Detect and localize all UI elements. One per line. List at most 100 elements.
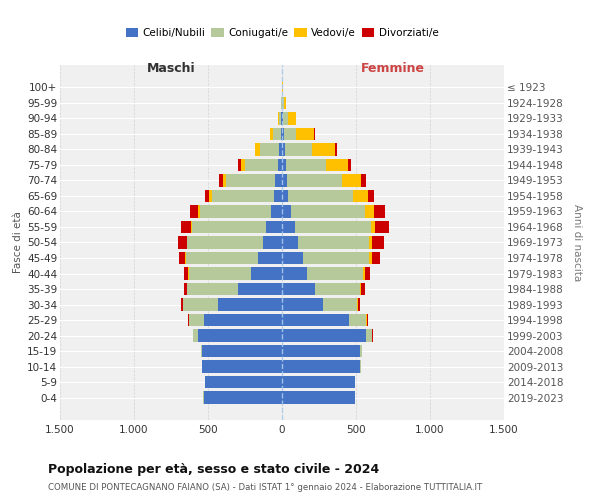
Bar	[353, 190, 368, 202]
Bar	[284, 128, 296, 140]
Bar	[361, 174, 365, 187]
Bar	[370, 236, 372, 249]
Bar	[202, 344, 282, 358]
Bar	[371, 252, 380, 264]
Bar	[367, 314, 368, 326]
Bar	[365, 205, 374, 218]
Bar	[202, 360, 282, 373]
Bar	[282, 158, 286, 172]
Bar	[272, 128, 281, 140]
Bar	[367, 329, 372, 342]
Bar	[256, 143, 260, 156]
Bar	[282, 360, 361, 373]
Bar	[282, 298, 323, 311]
Bar	[285, 143, 311, 156]
Bar	[251, 267, 282, 280]
Bar	[263, 236, 282, 249]
Bar	[200, 205, 271, 218]
Bar	[282, 190, 288, 202]
Bar	[291, 205, 365, 218]
Bar	[283, 96, 284, 110]
Bar	[365, 267, 370, 280]
Bar	[219, 174, 223, 187]
Bar	[183, 298, 218, 311]
Bar	[181, 220, 191, 234]
Bar	[245, 158, 278, 172]
Bar	[203, 391, 282, 404]
Text: Popolazione per età, sesso e stato civile - 2024: Popolazione per età, sesso e stato civil…	[48, 462, 379, 475]
Bar	[282, 143, 285, 156]
Bar	[371, 220, 375, 234]
Bar	[368, 190, 374, 202]
Bar	[178, 236, 187, 249]
Bar	[203, 314, 282, 326]
Bar	[279, 143, 282, 156]
Bar	[274, 190, 282, 202]
Bar	[282, 344, 361, 358]
Bar	[179, 252, 185, 264]
Bar	[181, 298, 182, 311]
Bar	[314, 282, 361, 296]
Bar	[260, 143, 279, 156]
Bar	[303, 252, 370, 264]
Bar	[212, 190, 274, 202]
Y-axis label: Anni di nascita: Anni di nascita	[572, 204, 582, 281]
Bar	[282, 391, 355, 404]
Bar	[282, 205, 291, 218]
Bar	[282, 329, 367, 342]
Bar	[284, 96, 286, 110]
Bar	[189, 314, 203, 326]
Bar	[187, 236, 263, 249]
Bar	[218, 298, 282, 311]
Bar	[259, 252, 282, 264]
Bar	[286, 158, 326, 172]
Bar	[190, 205, 199, 218]
Bar	[375, 220, 389, 234]
Bar	[295, 220, 371, 234]
Bar	[197, 329, 282, 342]
Bar	[348, 158, 351, 172]
Bar	[342, 174, 361, 187]
Bar	[307, 267, 364, 280]
Bar	[298, 236, 370, 249]
Bar	[192, 220, 266, 234]
Bar	[271, 128, 272, 140]
Bar	[282, 314, 349, 326]
Bar	[374, 205, 385, 218]
Bar	[287, 174, 342, 187]
Bar	[335, 143, 337, 156]
Bar	[358, 298, 360, 311]
Bar	[278, 112, 279, 125]
Bar	[241, 158, 245, 172]
Bar	[311, 143, 335, 156]
Bar	[287, 112, 296, 125]
Bar	[223, 174, 226, 187]
Bar	[226, 174, 275, 187]
Bar	[326, 158, 348, 172]
Text: Maschi: Maschi	[146, 62, 196, 75]
Bar	[349, 314, 367, 326]
Bar	[187, 282, 238, 296]
Bar	[288, 190, 353, 202]
Bar	[372, 236, 384, 249]
Y-axis label: Fasce di età: Fasce di età	[13, 212, 23, 274]
Bar	[281, 128, 282, 140]
Bar	[282, 252, 303, 264]
Bar	[282, 174, 287, 187]
Bar	[282, 236, 298, 249]
Bar	[279, 112, 281, 125]
Bar	[189, 267, 251, 280]
Bar	[283, 112, 287, 125]
Bar	[205, 376, 282, 388]
Bar	[282, 376, 355, 388]
Bar	[275, 174, 282, 187]
Bar	[238, 158, 241, 172]
Bar	[271, 205, 282, 218]
Bar	[184, 267, 188, 280]
Bar	[370, 252, 371, 264]
Bar	[282, 128, 284, 140]
Text: Femmine: Femmine	[361, 62, 425, 75]
Bar	[191, 220, 192, 234]
Bar	[282, 282, 314, 296]
Bar	[282, 267, 307, 280]
